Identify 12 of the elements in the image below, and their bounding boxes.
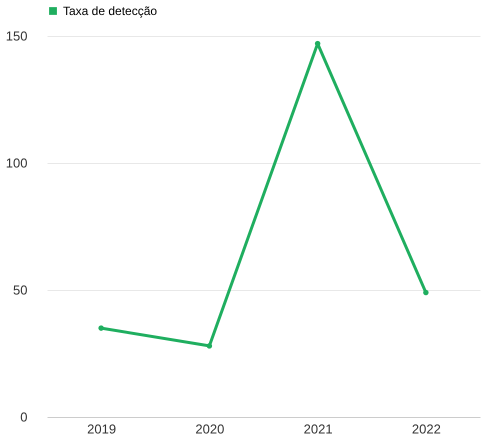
x-tick-label: 2020 bbox=[195, 422, 224, 436]
y-tick-label: 50 bbox=[13, 282, 28, 298]
x-tick-label: 2021 bbox=[304, 422, 333, 436]
y-tick-label: 0 bbox=[20, 410, 28, 424]
x-tick-label: 2022 bbox=[412, 422, 441, 436]
point bbox=[423, 290, 429, 296]
y-tick-label: 100 bbox=[6, 156, 28, 170]
y-tick-label: 150 bbox=[6, 28, 28, 44]
x-tick-label: 2019 bbox=[87, 422, 116, 436]
legend-label: Taxa de detecção bbox=[63, 4, 158, 18]
point bbox=[98, 325, 104, 331]
point bbox=[206, 343, 212, 349]
